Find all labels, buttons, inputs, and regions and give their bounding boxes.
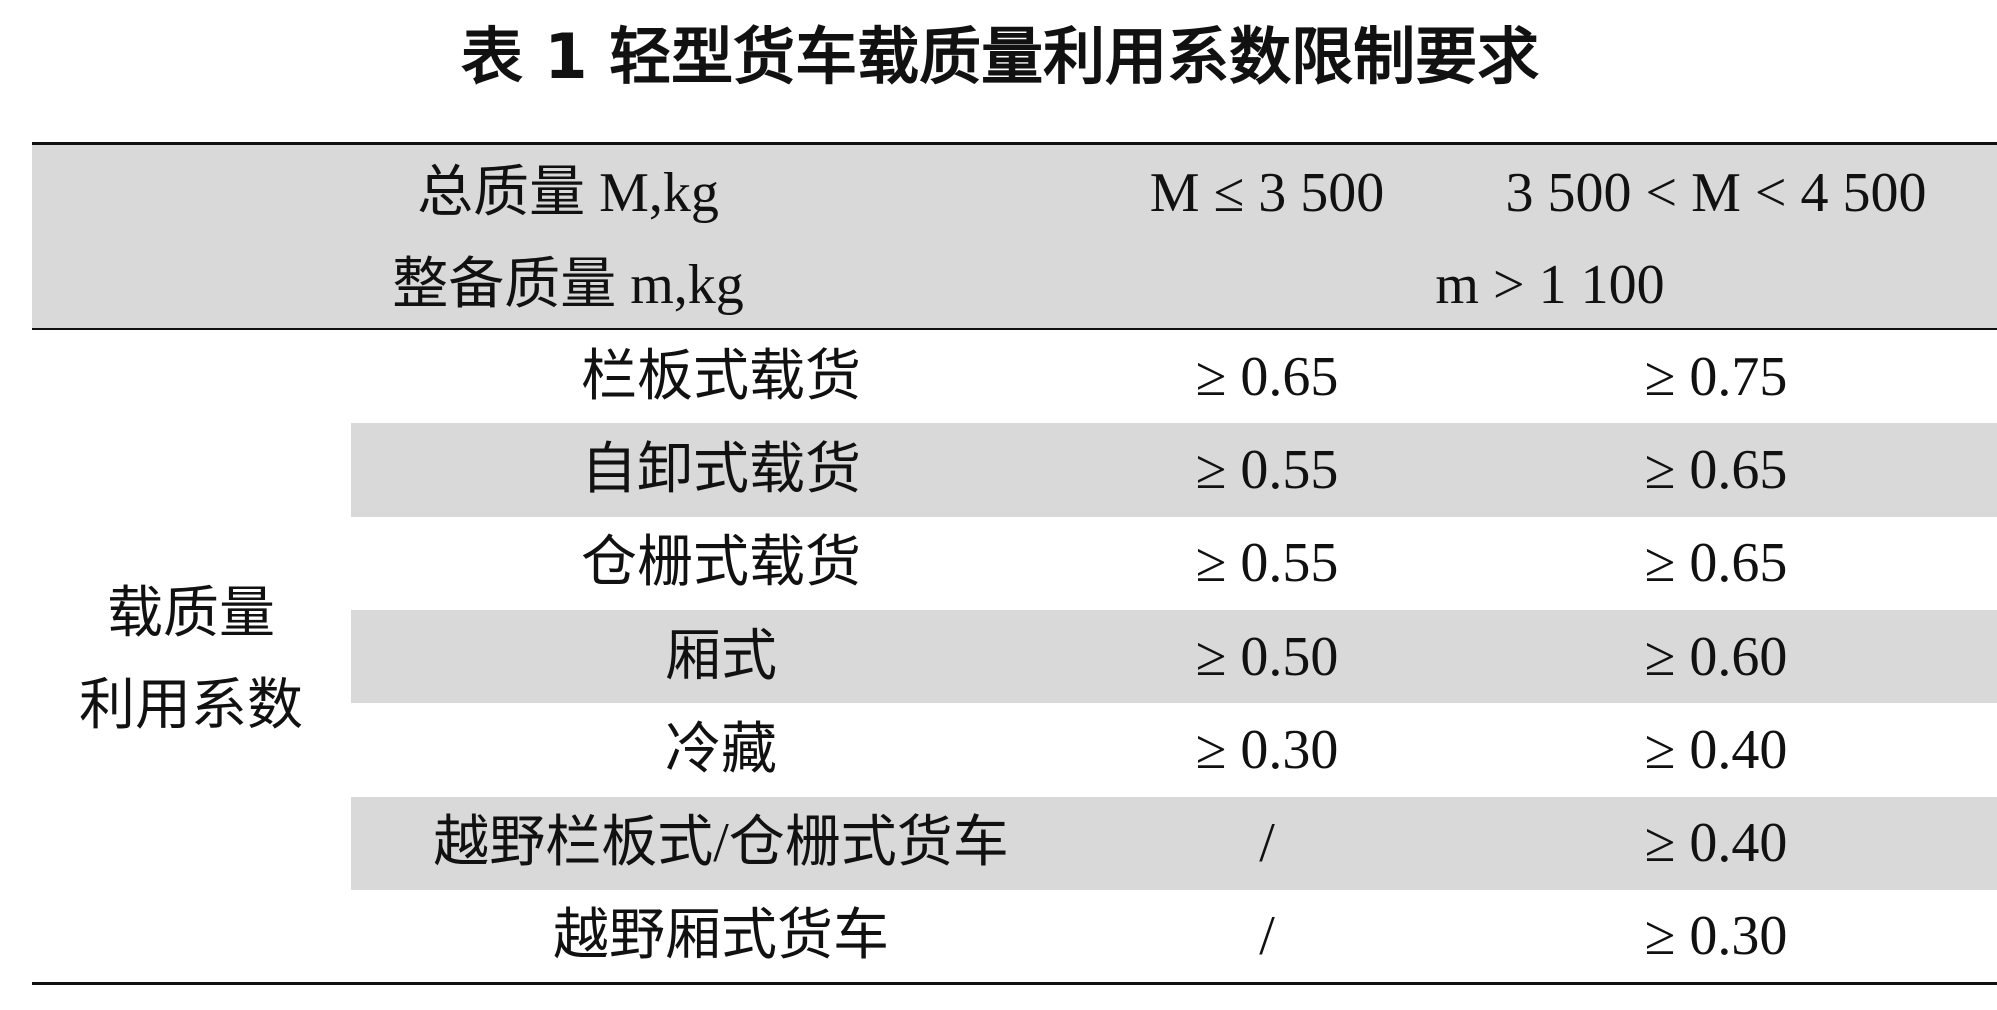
cell: ≥ 0.55 — [1195, 532, 1339, 595]
row-label: 仓栅式载货 — [581, 532, 861, 595]
cell: ≥ 0.40 — [1644, 812, 1788, 875]
cell: ≥ 0.65 — [1644, 438, 1788, 501]
header-rule — [32, 328, 1997, 330]
cell: ≥ 0.65 — [1644, 532, 1788, 595]
row-band — [351, 609, 1997, 704]
cell: / — [1259, 812, 1275, 875]
curb-value: m > 1 100 — [1435, 254, 1665, 316]
bottom-rule — [32, 982, 1997, 985]
row-label: 冷藏 — [665, 718, 777, 781]
cell: / — [1259, 905, 1275, 968]
cell: ≥ 0.50 — [1195, 625, 1339, 688]
curb-label: 整备质量 m,kg — [392, 254, 744, 316]
col-head: 3 500 < M < 4 500 — [1505, 162, 1927, 224]
table-title: 表 1 轻型货车载质量利用系数限制要求 — [460, 20, 1540, 93]
row-label: 厢式 — [665, 625, 777, 688]
cell: ≥ 0.55 — [1195, 438, 1339, 501]
mass-label: 总质量 M,kg — [417, 162, 719, 224]
row-band — [351, 796, 1997, 890]
cell: ≥ 0.60 — [1644, 625, 1788, 688]
header-band — [32, 143, 1997, 329]
group-label: 利用系数 — [79, 675, 303, 737]
cell: ≥ 0.30 — [1195, 718, 1339, 781]
group-label: 载质量 — [107, 583, 275, 645]
cell: ≥ 0.65 — [1195, 345, 1339, 408]
col-head: M ≤ 3 500 — [1149, 162, 1385, 224]
row-label: 栏板式载货 — [581, 345, 861, 408]
row-label: 越野栏板式/仓栅式货车 — [433, 812, 1009, 875]
row-label: 越野厢式货车 — [553, 905, 889, 968]
cell: ≥ 0.30 — [1644, 905, 1788, 968]
cell: ≥ 0.75 — [1644, 345, 1788, 408]
row-band — [351, 423, 1997, 517]
row-label: 自卸式载货 — [581, 438, 861, 501]
top-rule — [32, 142, 1997, 145]
cell: ≥ 0.40 — [1644, 718, 1788, 781]
